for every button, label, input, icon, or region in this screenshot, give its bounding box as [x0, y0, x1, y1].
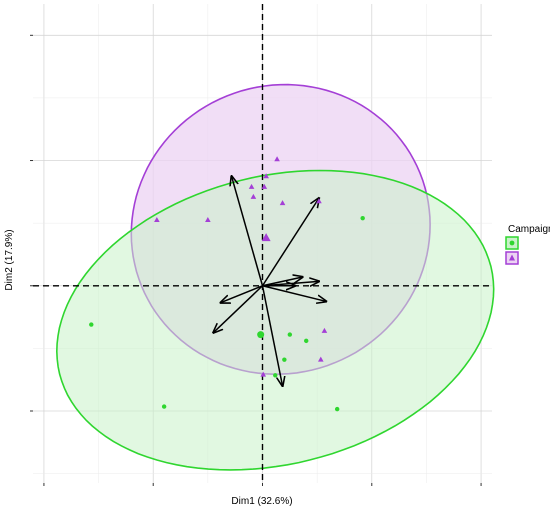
legend-title: Campaign: [508, 224, 550, 235]
confidence-ellipses: [55, 83, 495, 471]
point-campaign-2: [260, 371, 267, 377]
point-campaign-2: [316, 198, 322, 204]
arrow-tds: [261, 285, 283, 386]
point-campaign-1: [360, 215, 365, 221]
y-axis-label: Dim2 (17.9%): [4, 229, 15, 290]
variable-arrows: [213, 176, 326, 386]
point-campaign-2: [250, 193, 257, 199]
point-campaign-1: [161, 404, 167, 409]
point-campaign-2: [205, 217, 211, 223]
point-campaign-1: [334, 406, 340, 412]
legend-marker-circle: [509, 240, 515, 246]
point-campaign-2: [154, 217, 160, 223]
point-campaign-1: [287, 332, 293, 337]
point-campaign-1: [304, 338, 309, 344]
point-campaign-2: [248, 183, 255, 189]
point-campaign-2: [261, 183, 268, 189]
point-campaign-2: [263, 173, 269, 179]
point-campaign-1: [89, 322, 94, 327]
arrow-nitrate: [262, 277, 303, 287]
arrow-alkalinity: [232, 176, 264, 286]
point-campaign-1: [282, 357, 287, 362]
point-campaign-1: [273, 373, 278, 378]
point-campaign-2: [279, 200, 286, 206]
centroid-campaign-1: [257, 331, 265, 339]
x-axis-label: Dim1 (32.6%): [231, 496, 292, 507]
point-campaign-2: [321, 327, 328, 333]
point-campaign-2: [274, 156, 280, 162]
ellipse-campaign-1: [55, 169, 495, 471]
arrow-chloride: [262, 285, 327, 302]
legend: Campaign: [505, 224, 550, 265]
arrow-ammonia: [221, 285, 263, 303]
point-campaign-2: [317, 356, 324, 362]
centroid-campaign-2: [261, 233, 271, 242]
arrow-sulfate: [261, 198, 319, 287]
arrow-ph: [213, 285, 264, 333]
zero-lines: [33, 4, 492, 483]
observation-points: [89, 156, 365, 412]
legend-marker-triangle: [509, 254, 515, 261]
axis-ticks: [30, 34, 482, 486]
